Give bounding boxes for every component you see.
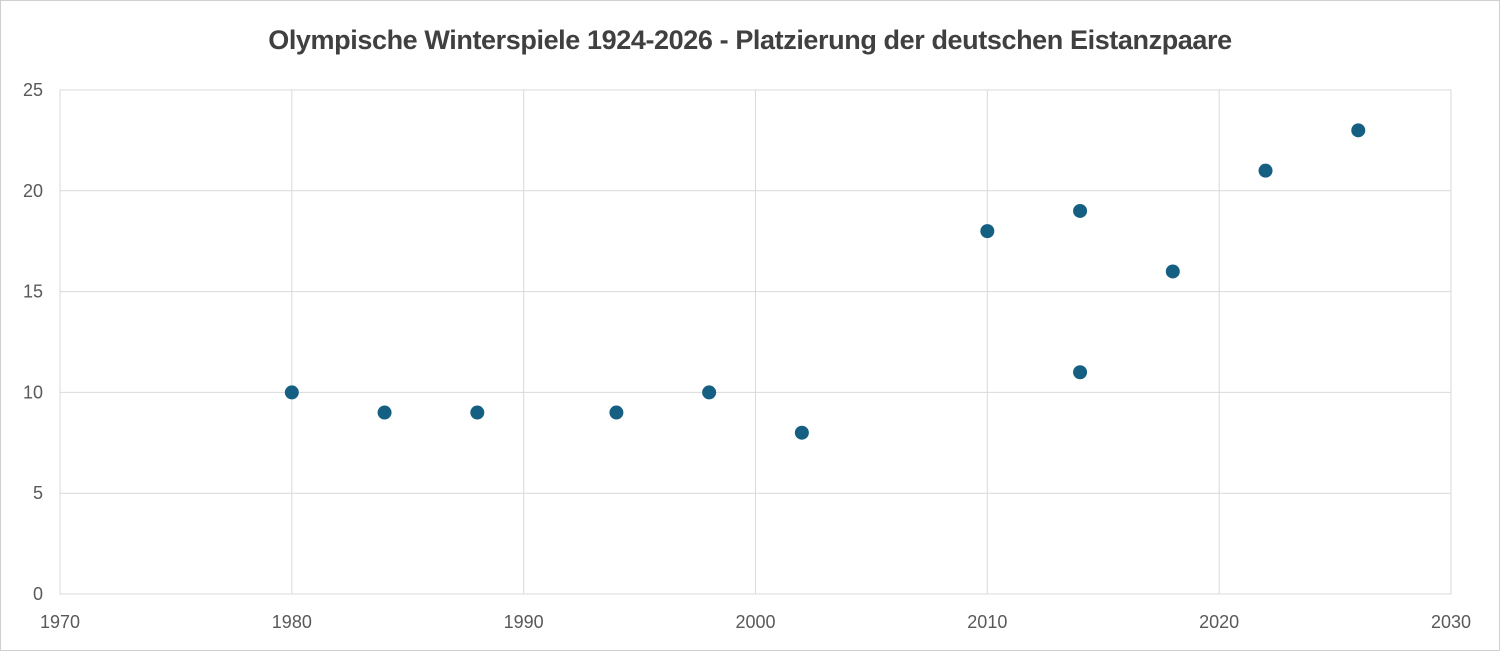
x-axis-tick-label: 2020 — [1199, 612, 1239, 632]
data-point — [1258, 163, 1273, 178]
x-axis-tick-label: 2000 — [735, 612, 775, 632]
data-point — [284, 385, 299, 400]
chart-title: Olympische Winterspiele 1924-2026 - Plat… — [268, 25, 1232, 55]
x-axis-tick-label: 1990 — [504, 612, 544, 632]
x-axis-tick-label: 2030 — [1431, 612, 1471, 632]
data-point — [702, 385, 717, 400]
y-axis-tick-label: 25 — [23, 80, 43, 100]
data-point — [1073, 203, 1088, 218]
data-point — [1073, 365, 1088, 380]
data-point — [980, 224, 995, 239]
data-point — [470, 405, 485, 420]
plot-area-border — [59, 89, 1452, 595]
x-axis-tick-label: 2010 — [967, 612, 1007, 632]
y-axis-tick-label: 15 — [23, 282, 43, 302]
y-axis-tick-label: 10 — [23, 382, 43, 402]
x-axis-tick-label: 1970 — [40, 612, 80, 632]
x-axis-tick-label: 1980 — [272, 612, 312, 632]
y-axis-tick-label: 5 — [33, 483, 43, 503]
data-point — [1351, 123, 1366, 138]
data-point — [1165, 264, 1180, 279]
y-axis-tick-label: 0 — [33, 584, 43, 604]
y-axis-tick-label: 20 — [23, 181, 43, 201]
data-point — [377, 405, 392, 420]
data-point — [609, 405, 624, 420]
data-point — [794, 425, 809, 440]
